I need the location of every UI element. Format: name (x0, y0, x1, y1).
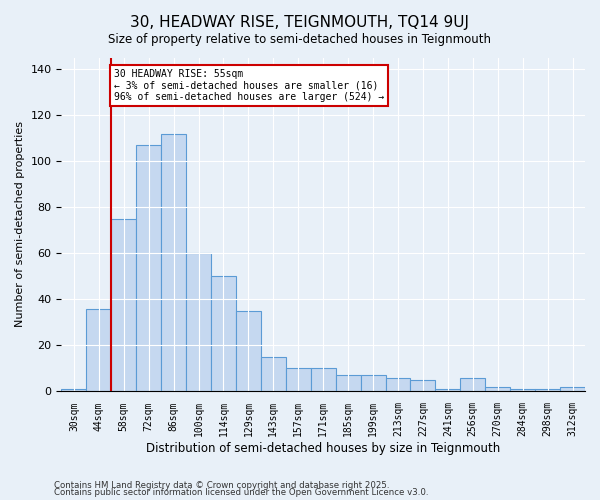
Bar (211, 276, 236, 392)
Bar (161, 134, 186, 392)
Bar (111, 218, 136, 392)
Bar (560, 387, 585, 392)
Bar (61, 389, 86, 392)
Bar (335, 376, 361, 392)
Y-axis label: Number of semi-detached properties: Number of semi-detached properties (15, 122, 25, 328)
Bar (311, 368, 335, 392)
X-axis label: Distribution of semi-detached houses by size in Teignmouth: Distribution of semi-detached houses by … (146, 442, 500, 455)
Bar (261, 357, 286, 392)
Bar (136, 145, 161, 392)
Text: 30, HEADWAY RISE, TEIGNMOUTH, TQ14 9UJ: 30, HEADWAY RISE, TEIGNMOUTH, TQ14 9UJ (131, 15, 470, 30)
Text: 30 HEADWAY RISE: 55sqm
← 3% of semi-detached houses are smaller (16)
96% of semi: 30 HEADWAY RISE: 55sqm ← 3% of semi-deta… (114, 69, 384, 102)
Bar (460, 378, 485, 392)
Bar (361, 376, 386, 392)
Text: Size of property relative to semi-detached houses in Teignmouth: Size of property relative to semi-detach… (109, 32, 491, 46)
Text: Contains HM Land Registry data © Crown copyright and database right 2025.: Contains HM Land Registry data © Crown c… (54, 480, 389, 490)
Bar (485, 387, 510, 392)
Bar (510, 389, 535, 392)
Bar (236, 311, 261, 392)
Text: Contains public sector information licensed under the Open Government Licence v3: Contains public sector information licen… (54, 488, 428, 497)
Bar (535, 389, 560, 392)
Bar (86, 308, 111, 392)
Bar (186, 254, 211, 392)
Bar (386, 378, 410, 392)
Bar (410, 380, 436, 392)
Bar (286, 368, 311, 392)
Bar (436, 389, 460, 392)
